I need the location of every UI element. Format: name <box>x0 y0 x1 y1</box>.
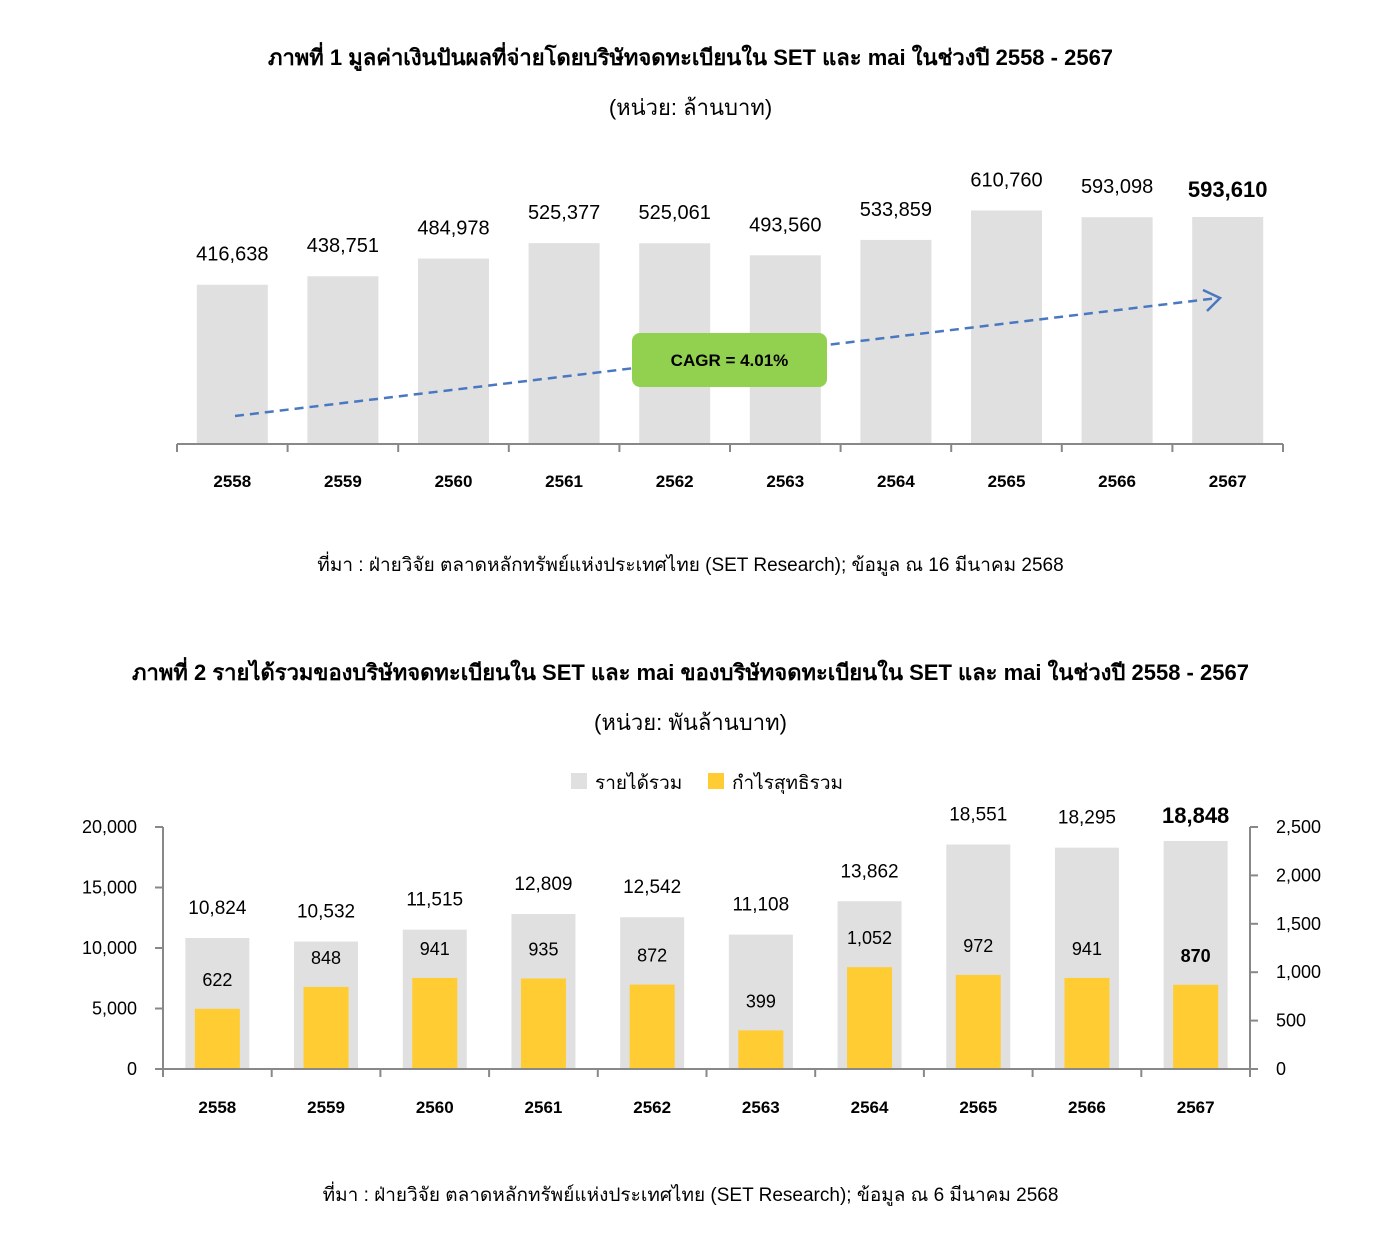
x-tick-label-2567: 2567 <box>1209 472 1247 491</box>
x-tick-label-2562: 2562 <box>656 472 694 491</box>
chart1-unit: (หน่วย: ล้านบาท) <box>608 95 773 120</box>
trend-arrowhead <box>1202 288 1223 312</box>
profit-bar-2563 <box>738 1030 784 1069</box>
revenue-value-label-2562: 12,542 <box>623 877 681 898</box>
bar-2558 <box>196 284 268 444</box>
bar-2560 <box>418 258 489 444</box>
profit-bar-2560 <box>412 977 458 1069</box>
x-tick-label-2558: 2558 <box>213 472 251 491</box>
revenue-value-label-2558: 10,824 <box>188 898 247 919</box>
profit-value-label-2562: 872 <box>637 946 667 966</box>
value-label-2560: 484,978 <box>417 218 489 240</box>
y-right-tick-label-1: 500 <box>1276 1011 1306 1031</box>
value-label-2564: 533,859 <box>860 199 932 221</box>
bar-2559 <box>307 276 379 444</box>
revenue-value-label-2561: 12,809 <box>514 874 572 895</box>
profit-value-label-2560: 941 <box>420 939 450 959</box>
profit-value-label-2559: 848 <box>311 948 341 968</box>
revenue-value-label-2564: 13,862 <box>840 861 898 882</box>
legend-swatch-revenue <box>571 773 587 789</box>
value-label-2561: 525,377 <box>528 202 600 224</box>
profit-bar-2566 <box>1064 977 1110 1069</box>
revenue-value-label-2560: 11,515 <box>406 890 463 911</box>
x-tick-label-2566: 2566 <box>1068 1098 1106 1117</box>
chart1-source: ที่มา : ฝ่ายวิจัย ตลาดหลักทรัพย์แห่งประเ… <box>317 555 1064 576</box>
x-tick-label-2563: 2563 <box>766 472 804 491</box>
value-label-2566: 593,098 <box>1081 176 1153 198</box>
x-tick-label-2563: 2563 <box>742 1098 780 1117</box>
bar-2564 <box>860 239 932 444</box>
x-tick-label-2565: 2565 <box>988 472 1026 491</box>
revenue-value-label-2566: 18,295 <box>1058 808 1116 829</box>
chart1-title: ภาพที่ 1 มูลค่าเงินปันผลที่จ่ายโดยบริษัท… <box>267 45 1114 70</box>
profit-value-label-2567: 870 <box>1181 946 1211 966</box>
cagr-badge <box>632 333 827 387</box>
revenue-value-label-2567: 18,848 <box>1162 803 1229 828</box>
profit-bar-2565 <box>955 974 1001 1069</box>
x-tick-label-2561: 2561 <box>545 472 583 491</box>
y-left-tick-label-0: 0 <box>127 1059 137 1079</box>
x-tick-label-2566: 2566 <box>1098 472 1136 491</box>
value-label-2567: 593,610 <box>1188 177 1268 202</box>
chart2-source: ที่มา : ฝ่ายวิจัย ตลาดหลักทรัพย์แห่งประเ… <box>322 1185 1059 1206</box>
profit-value-label-2565: 972 <box>963 936 993 956</box>
cagr-label: CAGR = 4.01% <box>671 351 789 370</box>
profit-bar-2559 <box>303 986 349 1069</box>
legend-swatch-profit <box>708 773 724 789</box>
profit-value-label-2561: 935 <box>528 939 558 959</box>
value-label-2562: 525,061 <box>639 202 711 224</box>
revenue-value-label-2565: 18,551 <box>949 805 1007 826</box>
bar-2566 <box>1081 217 1153 444</box>
x-tick-label-2558: 2558 <box>198 1098 236 1117</box>
y-left-tick-label-3: 15,000 <box>82 878 137 898</box>
bar-2567 <box>1192 217 1264 444</box>
profit-bar-2558 <box>194 1008 240 1069</box>
profit-bar-2567 <box>1173 984 1219 1069</box>
x-tick-label-2559: 2559 <box>307 1098 345 1117</box>
chart2-unit: (หน่วย: พันล้านบาท) <box>594 710 787 735</box>
x-tick-label-2564: 2564 <box>851 1098 889 1117</box>
legend-label-revenue: รายได้รวม <box>595 772 682 794</box>
legend-label-profit: กำไรสุทธิรวม <box>732 772 843 795</box>
y-right-tick-label-3: 1,500 <box>1276 914 1321 934</box>
value-label-2565: 610,760 <box>970 169 1042 191</box>
profit-value-label-2563: 399 <box>746 991 776 1011</box>
bar-2561 <box>528 243 600 444</box>
y-right-tick-label-4: 2,000 <box>1276 865 1321 885</box>
x-tick-label-2564: 2564 <box>877 472 915 491</box>
profit-bar-2564 <box>847 967 893 1069</box>
profit-bar-2562 <box>629 984 675 1069</box>
x-tick-label-2560: 2560 <box>416 1098 454 1117</box>
value-label-2558: 416,638 <box>196 244 268 266</box>
revenue-value-label-2563: 11,108 <box>732 895 789 916</box>
chart2-title: ภาพที่ 2 รายได้รวมของบริษัทจดทะเบียนใน S… <box>132 660 1249 685</box>
y-left-tick-label-4: 20,000 <box>82 817 137 837</box>
x-tick-label-2561: 2561 <box>525 1098 563 1117</box>
y-right-tick-label-2: 1,000 <box>1276 962 1321 982</box>
profit-bar-2561 <box>520 978 566 1069</box>
value-label-2559: 438,751 <box>307 235 379 257</box>
x-tick-label-2560: 2560 <box>435 472 473 491</box>
y-left-tick-label-1: 5,000 <box>92 999 137 1019</box>
x-tick-label-2565: 2565 <box>959 1098 997 1117</box>
x-tick-label-2559: 2559 <box>324 472 362 491</box>
y-right-tick-label-0: 0 <box>1276 1059 1286 1079</box>
y-right-tick-label-5: 2,500 <box>1276 817 1321 837</box>
profit-value-label-2558: 622 <box>202 970 232 990</box>
profit-value-label-2566: 941 <box>1072 939 1102 959</box>
value-label-2563: 493,560 <box>749 214 821 236</box>
x-tick-label-2562: 2562 <box>633 1098 671 1117</box>
revenue-value-label-2559: 10,532 <box>297 902 355 923</box>
x-tick-label-2567: 2567 <box>1177 1098 1215 1117</box>
y-left-tick-label-2: 10,000 <box>82 938 137 958</box>
profit-value-label-2564: 1,052 <box>847 928 892 948</box>
chart1-svg: 416,638 2558 438,751 2559 484,978 2560 525,377… <box>176 169 1284 491</box>
